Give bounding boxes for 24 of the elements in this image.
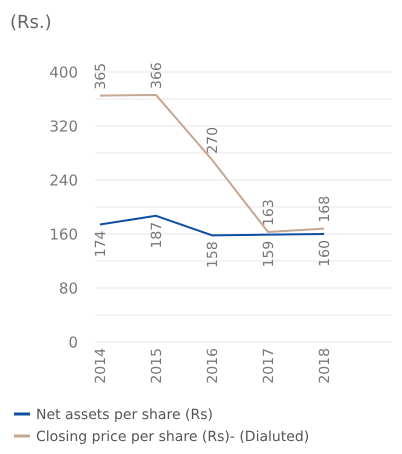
y-tick-label: 80 <box>58 279 78 298</box>
data-label: 163 <box>261 199 277 226</box>
y-axis-title: (Rs.) <box>10 12 52 33</box>
legend-label: Closing price per share (Rs)- (Dialuted) <box>36 428 310 445</box>
data-label: 174 <box>93 230 109 258</box>
x-tick-label: 2017 <box>261 348 277 384</box>
data-label: 365 <box>93 62 109 90</box>
x-tick-label: 2016 <box>205 348 221 384</box>
y-tick-label: 240 <box>49 171 78 190</box>
data-label: 187 <box>149 222 165 249</box>
y-tick-label: 160 <box>49 225 78 244</box>
y-tick-label: 400 <box>49 63 78 82</box>
data-label: 366 <box>149 62 165 89</box>
x-tick-label: 2018 <box>317 348 333 384</box>
y-tick-label: 320 <box>49 117 78 136</box>
x-tick-label: 2014 <box>93 348 109 384</box>
x-tick-label: 2015 <box>149 348 165 384</box>
data-label: 159 <box>261 240 277 268</box>
y-tick-label: 0 <box>68 333 78 352</box>
data-label: 270 <box>205 127 221 154</box>
legend-label: Net assets per share (Rs) <box>36 406 213 423</box>
data-label: 168 <box>317 196 333 223</box>
data-label: 158 <box>205 241 221 268</box>
data-label: 160 <box>317 240 333 267</box>
